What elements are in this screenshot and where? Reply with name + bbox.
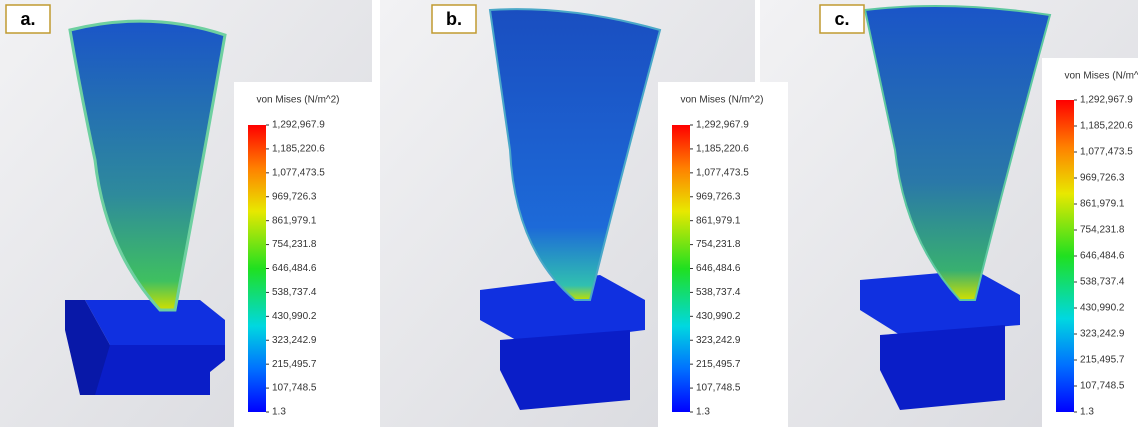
colorbar-tick-label: 323,242.9: [272, 335, 317, 346]
colorbar-tick-label: 323,242.9: [1080, 329, 1125, 340]
colorbar-tick-label: 1,077,473.5: [1080, 147, 1133, 158]
colorbar-tick-label: 754,231.8: [1080, 225, 1125, 236]
colorbar-tick-label: 107,748.5: [272, 383, 317, 394]
colorbar-tick-label: 538,737.4: [272, 287, 317, 298]
colorbar-tick-label: 1,077,473.5: [696, 167, 749, 178]
colorbar-tick-label: 107,748.5: [1080, 381, 1125, 392]
colorbar-tick-label: 1,185,220.6: [696, 144, 749, 155]
colorbar-tick-label: 861,979.1: [1080, 199, 1125, 210]
colorbar-tick-label: 1,185,220.6: [272, 144, 325, 155]
colorbar-tick-label: 1,292,967.9: [1080, 95, 1133, 106]
colorbar-tick-label: 215,495.7: [696, 359, 741, 370]
figure: a. von Mises (N/m^2) 1,292,967.9 1,185,220.…: [0, 0, 1138, 427]
colorbar-tick-label: 1,292,967.9: [696, 120, 749, 131]
colorbar: [1056, 100, 1074, 412]
colorbar-tick-label: 430,990.2: [696, 311, 741, 322]
colorbar-tick-label: 1,077,473.5: [272, 167, 325, 178]
colorbar-tick-label: 215,495.7: [272, 359, 317, 370]
colorbar-tick-label: 107,748.5: [696, 383, 741, 394]
colorbar-tick-label: 754,231.8: [696, 239, 741, 250]
colorbar-tick-label: 430,990.2: [272, 311, 317, 322]
colorbar-tick-label: 861,979.1: [272, 215, 317, 226]
colorbar-tick-label: 1,292,967.9: [272, 120, 325, 131]
colorbar-title: von Mises (N/m^2): [256, 95, 339, 106]
panel-label: b.: [446, 9, 462, 29]
colorbar-tick-label: 1.3: [696, 407, 710, 418]
panel-label: a.: [20, 9, 35, 29]
colorbar-tick-label: 215,495.7: [1080, 355, 1125, 366]
colorbar: [248, 125, 266, 412]
colorbar-tick-label: 430,990.2: [1080, 303, 1125, 314]
colorbar-tick-label: 1.3: [272, 407, 286, 418]
colorbar-tick-label: 969,726.3: [272, 191, 317, 202]
colorbar-tick-label: 646,484.6: [1080, 251, 1125, 262]
colorbar-tick-label: 646,484.6: [272, 263, 317, 274]
colorbar-title: von Mises (N/m^2): [680, 95, 763, 106]
colorbar-tick-label: 754,231.8: [272, 239, 317, 250]
colorbar-tick-label: 646,484.6: [696, 263, 741, 274]
colorbar-tick-label: 323,242.9: [696, 335, 741, 346]
colorbar-tick-label: 538,737.4: [696, 287, 741, 298]
colorbar-tick-label: 861,979.1: [696, 215, 741, 226]
colorbar-title: von Mises (N/m^2): [1064, 71, 1138, 82]
colorbar: [672, 125, 690, 412]
panel-label: c.: [834, 9, 849, 29]
colorbar-tick-label: 969,726.3: [1080, 173, 1125, 184]
colorbar-tick-label: 1.3: [1080, 407, 1094, 418]
colorbar-tick-label: 538,737.4: [1080, 277, 1125, 288]
colorbar-tick-label: 969,726.3: [696, 191, 741, 202]
colorbar-tick-label: 1,185,220.6: [1080, 121, 1133, 132]
